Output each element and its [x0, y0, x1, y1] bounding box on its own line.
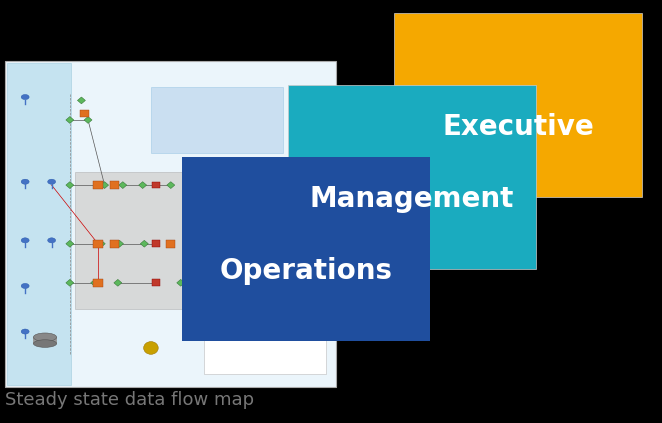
Polygon shape [115, 240, 123, 247]
Bar [394, 13, 642, 197]
Bar [93, 240, 103, 247]
Text: Operations: Operations [220, 257, 393, 285]
Ellipse shape [34, 333, 57, 341]
Bar [110, 240, 119, 247]
Polygon shape [200, 280, 208, 286]
Circle shape [21, 238, 29, 243]
Polygon shape [177, 280, 185, 286]
Bar [152, 182, 160, 189]
Bar [110, 181, 119, 189]
Text: Data Flow: Data Flow [216, 318, 238, 322]
Polygon shape [101, 182, 109, 189]
Text: Information Flow: Information Flow [216, 329, 253, 333]
Polygon shape [66, 182, 74, 189]
Bar [93, 181, 103, 189]
Circle shape [21, 329, 29, 334]
Bar [152, 240, 160, 247]
Text: Process State: Process State [216, 313, 246, 317]
Text: Steady state data flow map: Steady state data flow map [5, 391, 254, 409]
Polygon shape [77, 97, 85, 104]
Circle shape [21, 179, 29, 184]
Bar [93, 279, 103, 287]
Bar [288, 85, 536, 269]
Polygon shape [91, 280, 99, 286]
Polygon shape [66, 280, 74, 286]
Text: Data Flow (data operations): Data Flow (data operations) [216, 324, 277, 328]
Bar [183, 279, 192, 287]
Polygon shape [139, 182, 147, 189]
Bar [204, 309, 326, 374]
Bar [5, 61, 336, 387]
Polygon shape [66, 240, 74, 247]
Polygon shape [220, 240, 228, 247]
Bar [75, 172, 211, 309]
Ellipse shape [144, 342, 158, 354]
Bar [7, 63, 71, 385]
Bar [207, 182, 214, 189]
Polygon shape [97, 240, 105, 247]
Bar [207, 280, 214, 286]
Polygon shape [167, 182, 175, 189]
Text: Executive: Executive [442, 113, 594, 141]
Bar [166, 240, 175, 247]
Circle shape [21, 94, 29, 99]
Circle shape [21, 283, 29, 288]
Polygon shape [66, 117, 74, 124]
Polygon shape [207, 240, 214, 247]
Polygon shape [187, 204, 195, 211]
Polygon shape [119, 182, 127, 189]
Circle shape [48, 179, 56, 184]
Polygon shape [84, 117, 92, 124]
Bar [151, 88, 283, 153]
Bar [80, 110, 89, 117]
Polygon shape [140, 240, 148, 247]
Bar [34, 337, 57, 343]
Bar [152, 280, 160, 286]
Polygon shape [114, 280, 122, 286]
Ellipse shape [34, 340, 57, 347]
Circle shape [48, 238, 56, 243]
Text: Management: Management [310, 185, 514, 213]
Bar [182, 157, 430, 341]
